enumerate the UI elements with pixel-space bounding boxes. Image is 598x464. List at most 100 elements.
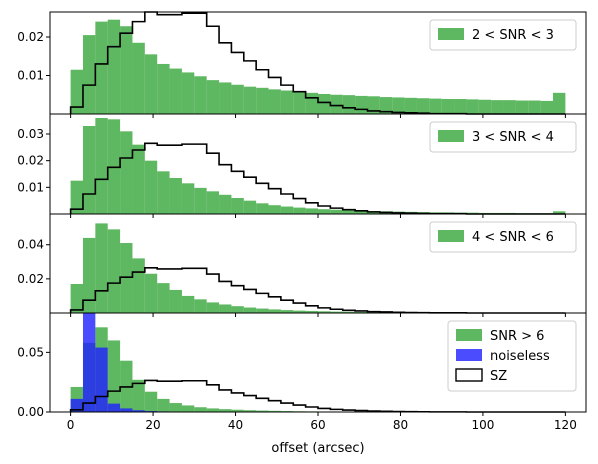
panel-3-legend-swatch-0 (438, 230, 464, 242)
panel-2-3-snr-4-bar-39 (553, 211, 566, 214)
panel-4-snr-6-bar-11 (206, 408, 220, 412)
panel-1-2-snr-3-bar-4 (120, 26, 133, 115)
panel-2-3-snr-4-bar-11 (206, 191, 220, 214)
panel-3-4-snr-6-bar-7 (157, 283, 170, 313)
panel-2-ytick-label-2: 0.03 (17, 127, 44, 141)
panel-3-4-snr-6-bar-5 (132, 258, 145, 313)
panel-1-2-snr-3-bar-35 (503, 100, 516, 114)
panel-2-legend-box (429, 121, 577, 153)
panel-1-2-snr-3-bar-22 (342, 95, 356, 114)
panel-1-2-snr-3-bar-28 (416, 98, 430, 114)
panel-3-4-snr-6-bar-3 (107, 229, 121, 313)
panel-3-legend-label-0: 4 < SNR < 6 (472, 230, 554, 245)
panel-1-2-snr-3-bar-37 (528, 100, 541, 114)
panel-4-snr-6-bar-12 (219, 409, 232, 412)
panel-1-2-snr-3-bar-24 (367, 96, 380, 114)
panel-4-noiseless-bar-5 (132, 410, 145, 412)
panel-1-2-snr-3-bar-15 (256, 87, 269, 114)
panel-1-2-snr-3-bar-31 (454, 98, 467, 114)
panel-3-4-snr-6-bar-13 (231, 306, 244, 313)
panel-1-ytick-label-1: 0.02 (17, 30, 44, 44)
panel-2-legend-label-0: 3 < SNR < 4 (472, 130, 554, 145)
panel-4-snr-6-bar-14 (243, 410, 257, 412)
panel-1-2-snr-3-bar-17 (280, 90, 294, 114)
panel-1-2-snr-3-bar-39 (553, 92, 566, 114)
panel-1-2-snr-3-bar-8 (169, 68, 182, 114)
panel-3-4-snr-6-bar-21 (330, 311, 343, 313)
panel-4-snr-6-bar-10 (194, 407, 207, 412)
panel-4-noiseless-bar-3 (107, 403, 121, 412)
panel-2-3-snr-4-bar-13 (231, 198, 244, 214)
panel-4-snr-6-bar-7 (157, 398, 170, 412)
xtick-label-1: 20 (145, 418, 160, 432)
panel-4-ytick-label-0: 0.00 (17, 405, 44, 419)
panel-3-ytick-label-1: 0.04 (17, 238, 44, 252)
panel-2-3-snr-4-bar-21 (330, 209, 343, 214)
xtick-label-5: 100 (471, 418, 494, 432)
panel-2-3-snr-4-bar-9 (181, 183, 195, 214)
panel-1-2-snr-3-bar-9 (181, 72, 195, 114)
panel-2-3-snr-4-bar-18 (293, 207, 306, 214)
panel-2-3-snr-4-bar-23 (355, 210, 368, 214)
panel-1-2-snr-3-bar-0 (70, 69, 83, 114)
panel-2-3-snr-4-bar-4 (120, 131, 133, 214)
panel-3-4-snr-6-bar-8 (169, 289, 182, 313)
panel-2-3-snr-4-bar-19 (305, 208, 318, 214)
panel-3-4-snr-6-bar-10 (194, 299, 207, 313)
xtick-label-6: 120 (554, 418, 577, 432)
panel-3-4-snr-6-bar-11 (206, 302, 220, 313)
panel-2-3-snr-4-bar-22 (342, 210, 356, 214)
panel-1-2-snr-3-bar-23 (355, 95, 368, 114)
panel-3-4-snr-6-bar-20 (318, 311, 331, 313)
panel-1-2-snr-3-bar-12 (219, 82, 232, 114)
panel-1-2-snr-3-bar-19 (305, 92, 318, 114)
panel-3-4-snr-6-bar-14 (243, 307, 257, 313)
panel-1-2-snr-3-bar-33 (478, 99, 492, 114)
panel-4-ytick-label-1: 0.05 (17, 345, 44, 359)
panel-2-3-snr-4-bar-8 (169, 178, 182, 214)
panel-4-noiseless-bar-0 (70, 398, 83, 412)
panel-3-4-snr-6-bar-1 (82, 237, 96, 313)
panel-3-4-snr-6-bar-18 (293, 310, 306, 313)
panel-1-2-snr-3-bar-20 (318, 93, 331, 114)
panel-4-legend-label-2: SZ (490, 369, 507, 384)
panel-1-2-snr-3-bar-2 (95, 21, 108, 114)
panel-4-legend-swatch-0 (456, 329, 482, 341)
panel-1-2-snr-3-bar-18 (293, 91, 306, 114)
panel-1-2-snr-3-bar-7 (157, 63, 170, 114)
panel-2-3-snr-4-bar-5 (132, 144, 145, 214)
xtick-label-3: 60 (310, 418, 325, 432)
panel-1-2-snr-3-bar-16 (268, 89, 281, 114)
panel-1-2-snr-3-bar-25 (379, 97, 393, 114)
panel-2-3-snr-4-bar-15 (256, 203, 269, 214)
xtick-label-0: 0 (67, 418, 75, 432)
panel-1-2-snr-3-bar-26 (392, 97, 405, 114)
panel-4-snr-6-bar-13 (231, 409, 244, 412)
panel-3-4-snr-6-bar-4 (120, 243, 133, 313)
panel-1-2-snr-3-bar-5 (132, 42, 145, 114)
panel-4-noiseless-bar-1 (82, 313, 96, 412)
panel-4-legend-label-1: noiseless (490, 349, 550, 364)
panel-3-ytick-label-0: 0.02 (17, 272, 44, 286)
panel-1-2-snr-3-bar-14 (243, 86, 257, 114)
panel-1-2-snr-3-bar-27 (404, 97, 417, 114)
panel-4-noiseless-bar-4 (120, 408, 133, 412)
panel-2-3-snr-4-bar-16 (268, 205, 281, 214)
panel-3-4-snr-6-bar-6 (144, 273, 158, 313)
panel-2-3-snr-4-bar-17 (280, 206, 294, 214)
panel-2-ytick-label-1: 0.02 (17, 154, 44, 168)
panel-1-2-snr-3-bar-29 (429, 98, 442, 114)
panel-4-snr-6-bar-16 (268, 410, 281, 412)
panel-2-3-snr-4-bar-20 (318, 209, 331, 214)
panel-1-2-snr-3-bar-13 (231, 84, 244, 114)
panel-1-legend-swatch-0 (438, 28, 464, 40)
panel-4-snr-6-bar-6 (144, 391, 158, 412)
panel-4-snr-6-bar-8 (169, 403, 182, 412)
panel-2-3-snr-4-bar-0 (70, 180, 83, 214)
panel-2-legend-swatch-0 (438, 130, 464, 142)
xtick-label-4: 80 (393, 418, 408, 432)
panel-1-legend-box (429, 19, 577, 51)
x-axis-label: offset (arcsec) (271, 441, 364, 456)
panel-4-snr-6-bar-9 (181, 405, 195, 412)
